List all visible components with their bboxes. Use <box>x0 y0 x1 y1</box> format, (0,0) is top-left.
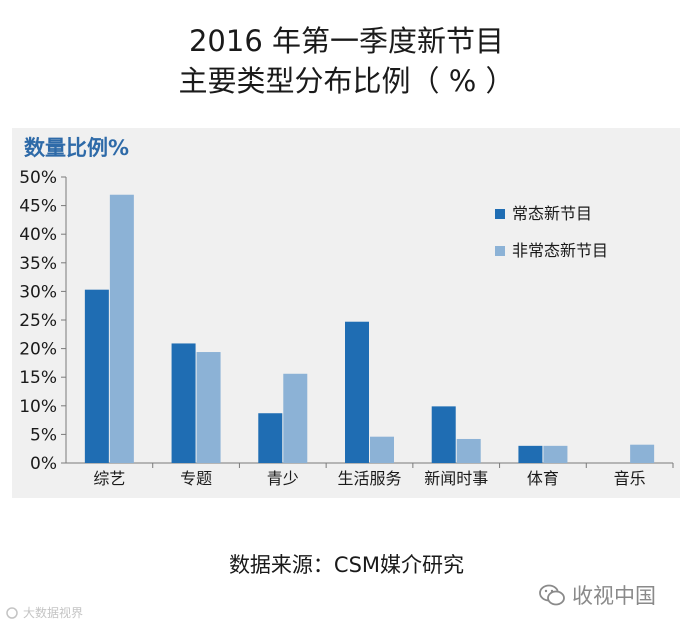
y-tick-label: 5% <box>30 425 57 445</box>
bar-regular <box>258 413 283 463</box>
bar-regular <box>84 289 109 463</box>
y-tick-label: 0% <box>30 454 57 474</box>
y-tick-label: 15% <box>19 368 57 388</box>
chart-title-line-1: 2016 年第一季度新节目 <box>188 24 505 58</box>
x-tick-label: 体育 <box>527 469 559 488</box>
y-tick-label: 50% <box>19 168 57 188</box>
wechat-icon <box>539 584 565 606</box>
x-tick-label: 青少 <box>267 469 299 488</box>
x-tick-label: 专题 <box>180 469 212 488</box>
y-tick-label: 35% <box>19 254 57 274</box>
bar-irregular <box>630 444 655 463</box>
y-tick-label: 25% <box>19 311 57 331</box>
legend-label: 非常态新节目 <box>512 241 608 260</box>
chart-title-line-2: 主要类型分布比例（ % ） <box>178 64 515 98</box>
watermark-left-text: 大数据视界 <box>23 606 84 620</box>
x-tick-label: 音乐 <box>614 469 646 488</box>
bar-irregular <box>283 373 308 463</box>
bar-regular <box>518 445 543 463</box>
bar-irregular <box>456 438 481 463</box>
bar-irregular <box>109 194 134 463</box>
bar-irregular <box>196 352 221 463</box>
bar-regular <box>345 321 369 463</box>
y-tick-label: 20% <box>19 340 57 360</box>
legend-swatch <box>495 209 505 219</box>
data-source: 数据来源：CSM媒介研究 <box>228 553 465 577</box>
watermark-right-text: 收视中国 <box>572 584 656 608</box>
legend-swatch <box>495 246 505 256</box>
x-tick-label: 综艺 <box>93 469 125 488</box>
x-tick-label: 新闻时事 <box>424 469 488 488</box>
bar-regular <box>431 406 456 463</box>
y-axis-title: 数量比例% <box>24 136 130 160</box>
y-tick-label: 45% <box>19 197 57 217</box>
bar-regular <box>171 343 196 463</box>
watermark-left: 大数据视界 <box>6 604 83 621</box>
bar-irregular <box>543 445 568 463</box>
y-tick-label: 10% <box>19 397 57 417</box>
x-tick-label: 生活服务 <box>337 469 401 488</box>
watermark-right: 收视中国 <box>538 580 656 610</box>
logo-icon <box>6 606 18 619</box>
y-tick-label: 30% <box>19 282 57 302</box>
bar-irregular <box>370 436 394 463</box>
legend-label: 常态新节目 <box>512 204 592 223</box>
y-tick-label: 40% <box>19 225 57 245</box>
